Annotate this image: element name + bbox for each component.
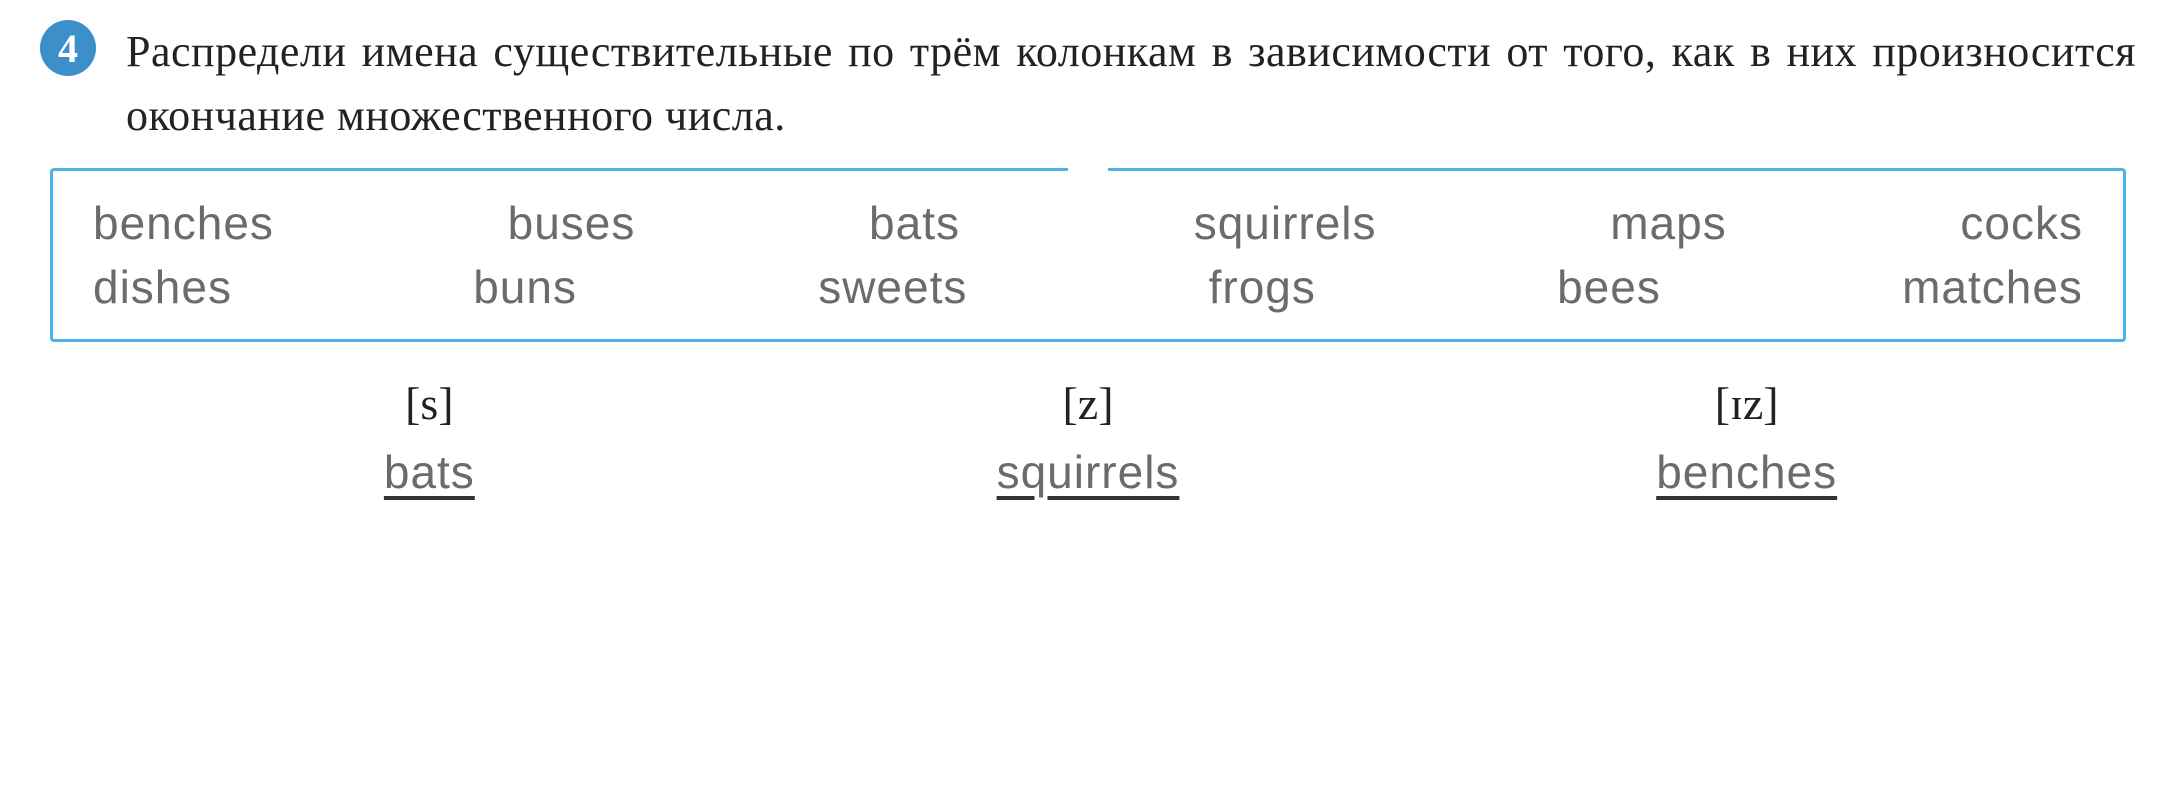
column-z: [z] squirrels xyxy=(759,377,1418,499)
answer-columns: [s] bats [z] squirrels [ɪz] benches xyxy=(40,377,2136,499)
word-item: buses xyxy=(508,196,636,250)
word-item: dishes xyxy=(93,260,232,314)
word-item: frogs xyxy=(1209,260,1316,314)
word-item: bees xyxy=(1557,260,1661,314)
word-item: maps xyxy=(1610,196,1726,250)
word-item: matches xyxy=(1902,260,2083,314)
word-item: cocks xyxy=(1960,196,2083,250)
word-row-1: benches buses bats squirrels maps cocks xyxy=(93,196,2083,250)
word-item: benches xyxy=(93,196,274,250)
column-header-s: [s] xyxy=(100,377,759,430)
column-s: [s] bats xyxy=(100,377,759,499)
exercise-number-badge: 4 xyxy=(40,20,96,76)
word-row-2: dishes buns sweets frogs bees matches xyxy=(93,260,2083,314)
column-example-iz: benches xyxy=(1417,445,2076,499)
column-header-z: [z] xyxy=(759,377,1418,430)
exercise-instruction: Распредели имена существительные по трём… xyxy=(126,20,2136,148)
column-example-s: bats xyxy=(100,445,759,499)
column-example-z: squirrels xyxy=(759,445,1418,499)
word-bank-box: benches buses bats squirrels maps cocks … xyxy=(50,168,2126,342)
column-header-iz: [ɪz] xyxy=(1417,377,2076,430)
word-item: buns xyxy=(473,260,577,314)
column-iz: [ɪz] benches xyxy=(1417,377,2076,499)
exercise-header: 4 Распредели имена существительные по тр… xyxy=(40,20,2136,148)
word-item: bats xyxy=(869,196,960,250)
word-item: sweets xyxy=(818,260,967,314)
word-item: squirrels xyxy=(1194,196,1377,250)
